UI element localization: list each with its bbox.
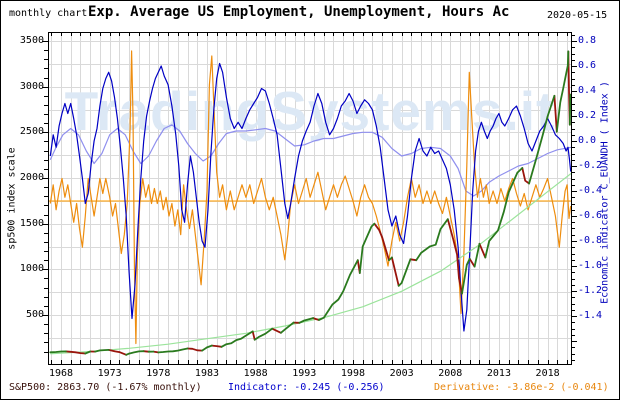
status-indicator: Indicator: -0.245 (-0.256) [228,382,385,393]
series-derivative [49,50,572,345]
chart-date: 2020-05-15 [547,10,608,21]
plot-border [48,32,572,365]
series-indicator-smoothed-ema- [49,124,572,197]
series-sp500-up [49,50,572,356]
series-indicator-c-euandh [49,62,572,332]
page-title: Exp. Average US Employment, Unemployment… [88,4,510,20]
status-bar: S&P500: 2863.70 (-1.67% monthly) Indicat… [1,382,619,396]
series-sp500-down [65,50,573,356]
status-sp500: S&P500: 2863.70 (-1.67% monthly) [9,382,202,393]
status-derivative: Derivative: -3.86e-2 (-0.041) [434,382,609,393]
chart-type-label: monthly chart [9,8,88,19]
